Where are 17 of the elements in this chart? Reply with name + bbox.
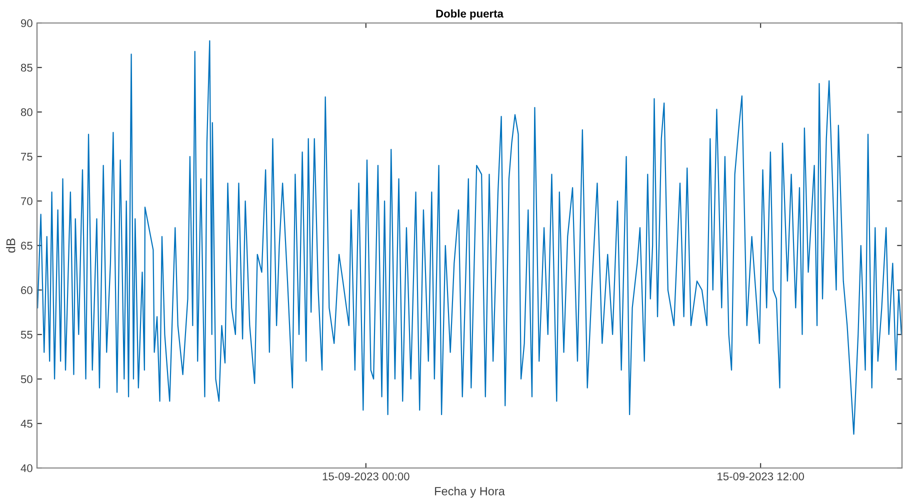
y-tick-label: 85 bbox=[20, 64, 32, 72]
y-tick-label: 70 bbox=[21, 197, 32, 206]
y-tick-label: 55 bbox=[20, 330, 32, 339]
x-axis-title: Fecha y Hora bbox=[435, 486, 505, 498]
y-tick-label: 80 bbox=[20, 108, 32, 116]
y-tick-label: 65 bbox=[21, 242, 32, 250]
y-tick-label: 60 bbox=[21, 286, 32, 294]
y-tick-label: 45 bbox=[20, 420, 32, 428]
x-tick-label: 15-09-2023 12:00 bbox=[718, 472, 804, 480]
y-axis-title: dB bbox=[6, 238, 16, 253]
y-tick-label: 90 bbox=[20, 19, 32, 28]
x-tick-label: 15-09-2023 00:00 bbox=[322, 472, 410, 480]
chart-title: Doble puerta bbox=[436, 9, 504, 20]
y-tick-label: 50 bbox=[20, 375, 32, 384]
y-tick-label: 75 bbox=[21, 152, 32, 161]
line-series bbox=[37, 40, 902, 435]
y-tick-label: 40 bbox=[20, 464, 32, 472]
